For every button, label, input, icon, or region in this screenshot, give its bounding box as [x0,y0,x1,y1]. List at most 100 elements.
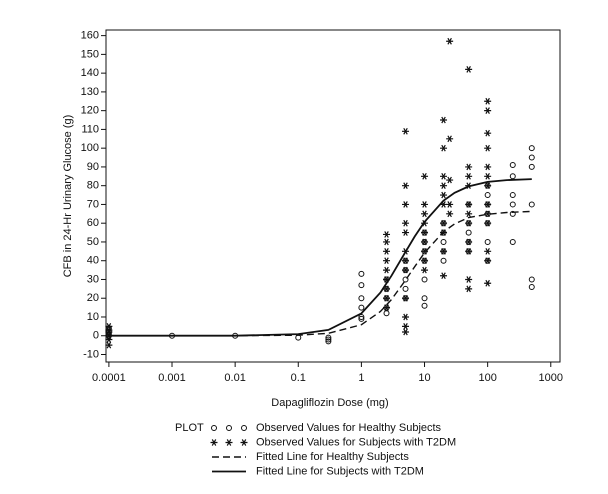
y-tick-label: 70 [87,198,99,210]
star-marker [465,163,473,171]
circle-marker [509,162,516,169]
circle-marker [528,154,535,161]
legend-marker [225,439,233,446]
star-marker [421,201,429,208]
circle-marker [358,282,365,289]
circle-marker [465,229,472,236]
y-tick-label: 150 [81,48,99,60]
star-marker [484,107,492,114]
star-marker [421,247,429,255]
circle-marker [528,283,535,290]
plot-frame [105,29,561,363]
star-marker [446,37,454,45]
x-tick-label: 100 [478,372,496,384]
star-marker [402,229,410,236]
y-tick-label: 10 [87,311,99,323]
star-marker [446,176,454,184]
star-marker [465,238,473,246]
star-marker [402,323,410,330]
star-marker [402,313,410,321]
y-tick-label: -10 [83,348,99,360]
circle-marker [440,238,447,245]
legend-label: Fitted Line for Healthy Subjects [256,451,409,463]
star-marker [465,210,473,218]
legend-marker [241,425,247,431]
star-marker [402,257,410,265]
star-marker [402,182,410,190]
star-marker [484,182,492,190]
star-marker [105,341,113,349]
star-marker [402,294,410,302]
y-tick-label: 20 [87,292,99,304]
circle-marker [509,173,516,180]
y-tick-label: 60 [87,217,99,229]
x-tick-label: 0.1 [291,372,306,384]
legend-label: Fitted Line for Subjects with T2DM [256,465,424,477]
star-marker [484,247,492,255]
y-tick-label: 140 [81,67,99,79]
star-marker [421,238,429,246]
circle-marker [402,285,409,292]
y-tick-label: 100 [81,142,99,154]
y-tick-label: 30 [87,273,99,285]
legend-label: Observed Values for Healthy Subjects [256,422,442,434]
star-marker [402,201,410,208]
legend-label: Observed Values for Subjects with T2DM [256,436,456,448]
star-marker [383,266,391,274]
circle-marker [358,313,365,320]
star-marker [484,172,492,180]
circle-marker [358,270,365,277]
circle-marker [509,201,516,208]
legend-marker [210,439,218,446]
circle-marker [325,336,332,343]
x-tick-label: 0.001 [158,372,186,384]
star-marker [446,201,454,208]
x-tick-label: 1000 [539,372,563,384]
y-tick-label: 120 [81,105,99,117]
star-marker [484,97,492,105]
legend-marker [226,425,232,431]
star-marker [383,247,391,255]
y-tick-label: 80 [87,180,99,192]
star-marker [484,219,492,227]
star-marker [402,127,410,135]
circle-marker [383,310,390,317]
x-tick-label: 0.01 [224,372,245,384]
star-marker [440,247,448,255]
star-marker [465,285,473,293]
star-marker [421,229,429,236]
circle-marker [440,257,447,264]
star-marker [402,219,410,227]
circle-marker [484,192,491,199]
star-marker [465,219,473,227]
circle-marker [421,295,428,302]
star-marker [440,272,448,280]
star-marker [402,328,410,336]
star-marker [383,257,391,265]
x-tick-label: 0.0001 [92,372,126,384]
star-marker [440,219,448,227]
star-marker [105,336,113,343]
star-marker [465,66,473,73]
circle-marker [325,338,332,345]
star-marker [465,172,473,180]
circle-marker [358,315,365,322]
star-marker [484,163,492,171]
star-marker [465,201,473,208]
star-marker [402,266,410,274]
circle-marker [528,201,535,208]
star-marker [446,135,454,143]
x-tick-label: 1 [358,372,364,384]
circle-marker [528,276,535,283]
circle-marker [358,304,365,311]
star-marker [383,304,391,311]
circle-marker [509,210,516,217]
star-marker [383,238,391,246]
y-tick-label: 130 [81,86,99,98]
star-marker [383,231,391,238]
star-marker [465,247,473,255]
circle-marker [421,302,428,309]
y-tick-label: 40 [87,255,99,267]
circle-marker [509,238,516,245]
star-marker [440,172,448,180]
